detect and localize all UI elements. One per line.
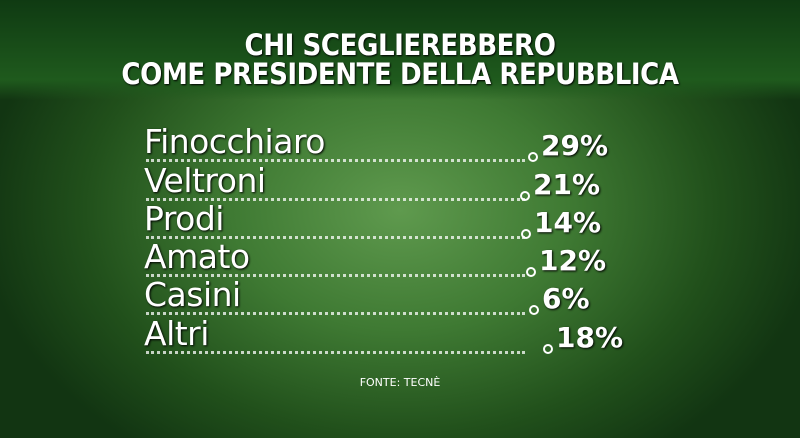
poll-row: Veltroni 21% bbox=[0, 163, 800, 201]
bullet-ring bbox=[528, 152, 538, 162]
title-line: CHI SCEGLIEREBBERO bbox=[244, 28, 556, 62]
candidate-name: Prodi bbox=[144, 199, 224, 238]
percentage: 14% bbox=[534, 206, 602, 239]
poll-row: Prodi 14% bbox=[0, 201, 800, 239]
dotted-rule bbox=[146, 274, 525, 277]
candidate-name: Veltroni bbox=[144, 161, 266, 200]
header-band bbox=[0, 0, 800, 100]
title-line: COME PRESIDENTE DELLA REPUBBLICA bbox=[121, 57, 679, 91]
percentage: 29% bbox=[541, 129, 609, 162]
dotted-rule bbox=[146, 236, 525, 239]
dotted-rule bbox=[146, 198, 525, 201]
percentage: 18% bbox=[556, 321, 624, 354]
percentage: 12% bbox=[539, 244, 607, 277]
poll-row: Finocchiaro 29% bbox=[0, 124, 800, 162]
bullet-ring bbox=[529, 305, 539, 315]
bullet-ring bbox=[526, 267, 536, 277]
dotted-rule bbox=[146, 312, 525, 315]
poll-row: Amato 12% bbox=[0, 239, 800, 277]
dotted-rule bbox=[146, 351, 525, 354]
poll-row: Casini 6% bbox=[0, 277, 800, 315]
source-note: FONTE: TECNÈ bbox=[359, 376, 441, 389]
percentage: 21% bbox=[533, 168, 601, 201]
bullet-ring bbox=[521, 229, 531, 239]
dotted-rule bbox=[146, 159, 525, 162]
candidate-name: Casini bbox=[144, 275, 241, 314]
poll-row: Altri 18% bbox=[0, 316, 800, 354]
bullet-ring bbox=[543, 344, 553, 354]
candidate-name: Finocchiaro bbox=[144, 122, 325, 161]
bullet-ring bbox=[520, 191, 530, 201]
candidate-name: Altri bbox=[144, 314, 209, 353]
percentage: 6% bbox=[542, 282, 590, 315]
candidate-name: Amato bbox=[144, 237, 250, 276]
